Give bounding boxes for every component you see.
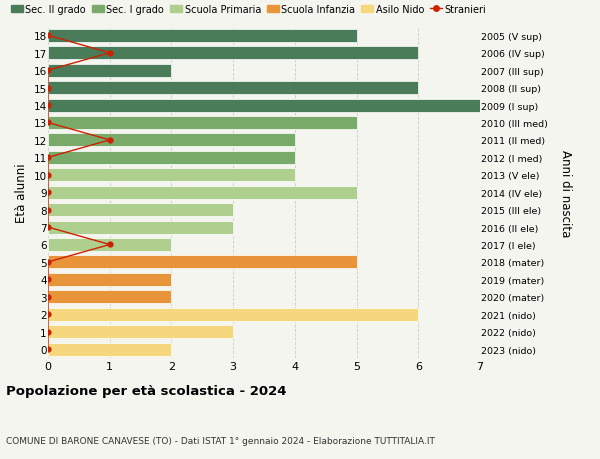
Y-axis label: Anni di nascita: Anni di nascita (559, 149, 572, 236)
Bar (48, 47, 418, 60)
Bar (48, 65, 172, 78)
Bar (48, 325, 233, 338)
Bar (48, 82, 418, 95)
Bar (48, 186, 356, 199)
Bar (48, 256, 356, 269)
Text: Popolazione per età scolastica - 2024: Popolazione per età scolastica - 2024 (6, 384, 287, 397)
Bar (48, 134, 295, 147)
Bar (48, 308, 418, 321)
Bar (48, 30, 356, 43)
Bar (48, 151, 295, 164)
Bar (48, 273, 172, 286)
Text: COMUNE DI BARONE CANAVESE (TO) - Dati ISTAT 1° gennaio 2024 - Elaborazione TUTTI: COMUNE DI BARONE CANAVESE (TO) - Dati IS… (6, 436, 435, 445)
Bar (48, 117, 356, 130)
Bar (48, 291, 172, 304)
Bar (48, 221, 233, 234)
Bar (48, 204, 233, 217)
Y-axis label: Età alunni: Età alunni (15, 163, 28, 223)
Bar (48, 238, 172, 252)
Bar (48, 343, 172, 356)
Legend: Sec. II grado, Sec. I grado, Scuola Primaria, Scuola Infanzia, Asilo Nido, Stran: Sec. II grado, Sec. I grado, Scuola Prim… (11, 5, 487, 15)
Bar (48, 99, 480, 112)
Bar (48, 169, 295, 182)
